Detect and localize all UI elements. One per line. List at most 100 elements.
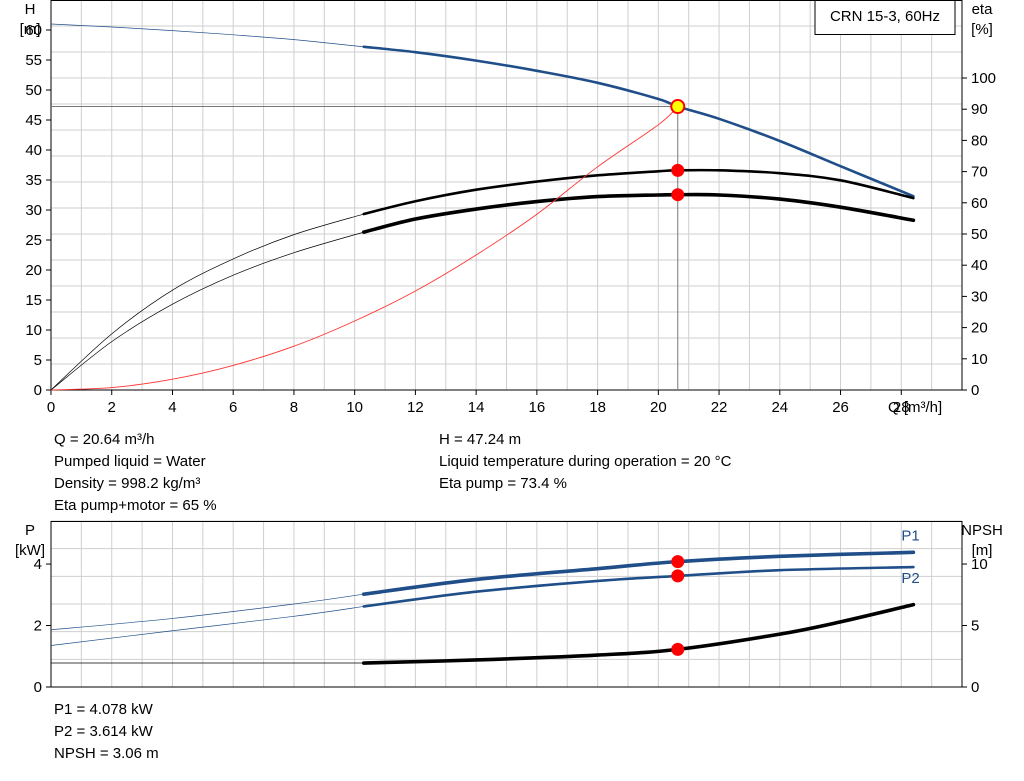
series-label: P1 bbox=[901, 527, 919, 544]
p1-value: P1 = 4.078 kW bbox=[54, 701, 153, 718]
series-line-extended bbox=[50, 606, 364, 646]
series-line-extended bbox=[50, 23, 364, 48]
operating-point-marker bbox=[670, 99, 686, 115]
y2-tick-label: 90 bbox=[971, 101, 988, 118]
y-tick-label: 55 bbox=[25, 52, 42, 69]
y-axis-label: H bbox=[25, 1, 36, 18]
series-0 bbox=[50, 23, 915, 198]
operating-point-marker bbox=[671, 642, 685, 656]
y2-tick-label: 30 bbox=[971, 288, 988, 305]
y2-axis-label: eta bbox=[972, 1, 994, 18]
series-1 bbox=[50, 168, 915, 391]
y-tick-label: 5 bbox=[34, 352, 42, 369]
y2-tick-label: 0 bbox=[971, 382, 979, 399]
series-p2: P2 bbox=[50, 565, 920, 646]
flow-value: Q = 20.64 m³/h bbox=[54, 431, 155, 448]
series-label: P2 bbox=[901, 570, 919, 587]
density-value: Density = 998.2 kg/m³ bbox=[54, 475, 201, 492]
y2-tick-label: 10 bbox=[971, 556, 988, 573]
grid bbox=[50, 520, 963, 688]
x-tick-label: 2 bbox=[108, 399, 116, 416]
series-line bbox=[362, 45, 915, 198]
series-line bbox=[362, 168, 915, 216]
y-tick-label: 40 bbox=[25, 142, 42, 159]
x-tick-label: 18 bbox=[589, 399, 606, 416]
x-tick-label: 14 bbox=[468, 399, 485, 416]
liquid-temperature: Liquid temperature during operation = 20… bbox=[439, 453, 732, 470]
operating-point-marker bbox=[671, 569, 685, 583]
qh-eta-chart: 0510152025303540455055600102030405060708… bbox=[20, 0, 996, 416]
y2-tick-label: 20 bbox=[971, 320, 988, 337]
y2-tick-label: 100 bbox=[971, 70, 996, 87]
info-right: H = 47.24 m Liquid temperature during op… bbox=[439, 429, 731, 495]
series-line bbox=[361, 602, 916, 665]
power-npsh-chart: 0 2 4 0 5 10 P [kW] NPSH [m] P1 P2 bbox=[15, 520, 1003, 696]
x-tick-label: 16 bbox=[529, 399, 546, 416]
series-line bbox=[361, 550, 916, 596]
y-tick-label: 2 bbox=[34, 618, 42, 635]
grid bbox=[50, 0, 963, 391]
head-value: H = 47.24 m bbox=[439, 431, 522, 448]
y2-tick-label: 10 bbox=[971, 351, 988, 368]
title-box bbox=[814, 0, 956, 35]
series-line bbox=[50, 106, 679, 391]
y-axis-label: P bbox=[25, 522, 35, 539]
y-tick-label: 10 bbox=[25, 322, 42, 339]
series-p1: P1 bbox=[50, 527, 920, 631]
y-tick-label: 20 bbox=[25, 262, 42, 279]
y-tick-label: 45 bbox=[25, 112, 42, 129]
x-tick-label: 26 bbox=[832, 399, 849, 416]
y2-tick-label: 40 bbox=[971, 257, 988, 274]
series-line bbox=[362, 565, 915, 608]
plot-frame bbox=[50, 521, 963, 688]
y2-axis-unit: [m] bbox=[972, 542, 993, 559]
info-left: Q = 20.64 m³/h Pumped liquid = Water Den… bbox=[54, 429, 217, 517]
x-axis-label: Q [m³/h] bbox=[888, 399, 942, 416]
eta-pump: Eta pump = 73.4 % bbox=[439, 475, 567, 492]
info-bottom: P1 = 4.078 kW P2 = 3.614 kW NPSH = 3.06 … bbox=[54, 699, 159, 765]
x-tick-label: 10 bbox=[346, 399, 363, 416]
eta-pump-motor: Eta pump+motor = 65 % bbox=[54, 497, 217, 514]
x-tick-label: 8 bbox=[290, 399, 298, 416]
plot-frame bbox=[50, 0, 963, 391]
y2-tick-label: 0 bbox=[971, 679, 979, 696]
y-tick-label: 35 bbox=[25, 172, 42, 189]
x-tick-label: 28 bbox=[893, 399, 910, 416]
series-3 bbox=[50, 106, 679, 391]
p2-value: P2 = 3.614 kW bbox=[54, 723, 153, 740]
x-tick-label: 4 bbox=[168, 399, 176, 416]
y-axis-unit: [kW] bbox=[15, 542, 45, 559]
y-axis-unit: [m] bbox=[20, 21, 41, 38]
series-2 bbox=[50, 192, 916, 391]
y-tick-label: 60 bbox=[25, 22, 42, 39]
x-tick-label: 0 bbox=[47, 399, 55, 416]
operating-point-marker bbox=[671, 555, 685, 569]
y-tick-label: 50 bbox=[25, 82, 42, 99]
y-tick-label: 30 bbox=[25, 202, 42, 219]
y2-tick-label: 60 bbox=[971, 195, 988, 212]
operating-point-marker bbox=[671, 163, 685, 177]
y-tick-label: 25 bbox=[25, 232, 42, 249]
series-line-extended bbox=[50, 593, 364, 631]
y-tick-label: 0 bbox=[34, 679, 42, 696]
x-tick-label: 6 bbox=[229, 399, 237, 416]
y2-tick-label: 70 bbox=[971, 164, 988, 181]
y-tick-label: 15 bbox=[25, 292, 42, 309]
series-line-extended bbox=[50, 213, 364, 391]
y2-tick-label: 80 bbox=[971, 132, 988, 149]
chart-title: CRN 15-3, 60Hz bbox=[830, 8, 940, 25]
series-line bbox=[361, 192, 916, 234]
y-tick-label: 0 bbox=[34, 382, 42, 399]
operating-point-marker bbox=[671, 188, 685, 202]
x-tick-label: 22 bbox=[711, 399, 728, 416]
y-tick-label: 4 bbox=[34, 556, 42, 573]
pumped-liquid: Pumped liquid = Water bbox=[54, 453, 206, 470]
y2-axis-unit: [%] bbox=[971, 21, 993, 38]
x-tick-label: 12 bbox=[407, 399, 424, 416]
y2-tick-label: 50 bbox=[971, 226, 988, 243]
series-line-extended bbox=[50, 231, 364, 391]
x-tick-label: 20 bbox=[650, 399, 667, 416]
x-tick-label: 24 bbox=[771, 399, 788, 416]
y2-tick-label: 5 bbox=[971, 618, 979, 635]
